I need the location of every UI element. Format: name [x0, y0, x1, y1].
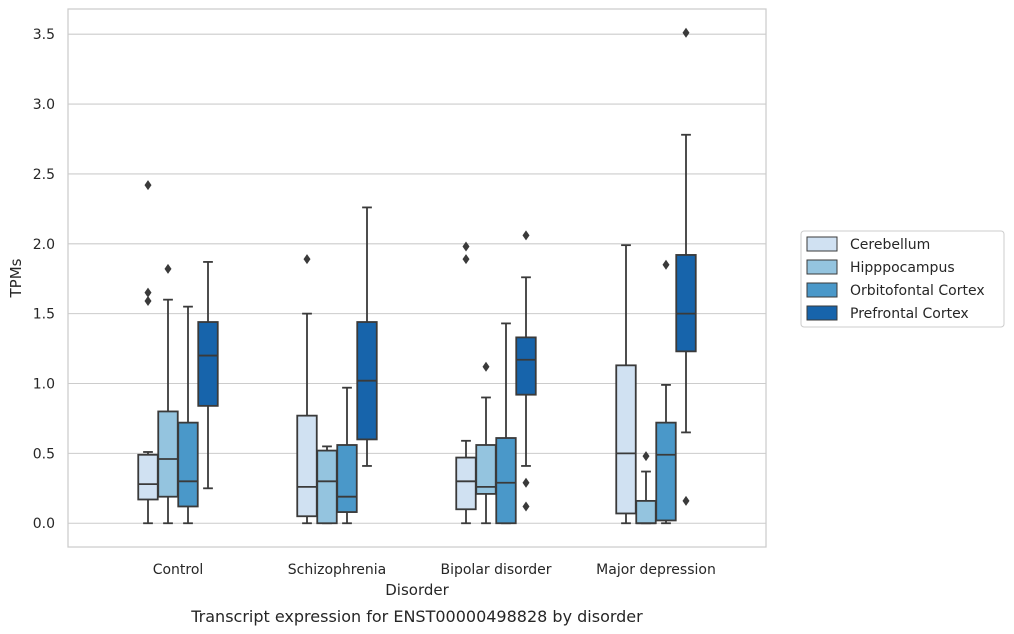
x-tick-label: Schizophrenia	[288, 562, 386, 578]
legend-label: Cerebellum	[850, 237, 930, 253]
box-plot-item	[495, 322, 517, 525]
y-axis-label: TPMs	[7, 258, 25, 298]
box-iqr	[515, 336, 537, 396]
box-plot-item	[615, 244, 637, 525]
outlier-point	[164, 263, 172, 274]
box-plot-item	[336, 386, 358, 525]
y-tick-label: 1.5	[33, 307, 55, 323]
legend-label: Hipppocampus	[850, 260, 955, 276]
outlier-point	[682, 27, 690, 38]
outlier-point	[682, 495, 690, 506]
outlier-point	[522, 501, 530, 512]
legend-swatch	[806, 305, 838, 321]
outlier-point	[144, 296, 152, 307]
box-iqr	[635, 499, 657, 525]
box-plot-item	[655, 259, 677, 525]
y-tick-label: 2.0	[33, 237, 55, 253]
legend-swatch	[806, 282, 838, 298]
outlier-point	[522, 230, 530, 241]
x-tick-label: Major depression	[596, 562, 716, 578]
plot-frame	[67, 8, 767, 548]
box-plot-item	[296, 254, 318, 525]
legend-frame	[800, 230, 1005, 328]
box-iqr	[316, 449, 338, 525]
box-iqr	[455, 456, 477, 511]
box-iqr	[655, 421, 677, 522]
y-tick-label: 1.0	[33, 377, 55, 393]
x-tick-labels: Control Schizophrenia Bipolar disorder Majo…	[153, 562, 716, 578]
box-plot-item	[455, 241, 477, 525]
box-iqr	[495, 437, 517, 525]
box-iqr	[137, 453, 159, 501]
x-tick-label: Bipolar disorder	[440, 562, 551, 578]
outlier-point	[522, 477, 530, 488]
y-tick-label: 3.5	[33, 27, 55, 43]
outlier-point	[662, 259, 670, 270]
x-tick-label: Control	[153, 562, 204, 578]
y-tick-label: 0.0	[33, 516, 55, 532]
chart-caption: Transcript expression for ENST0000049882…	[190, 607, 643, 626]
box-plots	[137, 27, 697, 525]
box-iqr	[336, 444, 358, 513]
x-axis-label: Disorder	[385, 581, 449, 599]
box-plot-item	[635, 451, 657, 525]
legend-label: Prefrontal Cortex	[850, 306, 969, 322]
box-plot-item	[356, 206, 378, 467]
box-iqr	[296, 414, 318, 518]
box-iqr	[197, 321, 219, 407]
legend-swatch	[806, 236, 838, 252]
box-iqr	[675, 254, 697, 353]
outlier-point	[482, 361, 490, 372]
outlier-point	[144, 287, 152, 298]
outlier-point	[303, 254, 311, 265]
outlier-point	[144, 180, 152, 191]
y-tick-label: 2.5	[33, 167, 55, 183]
box-plot-item	[157, 263, 179, 525]
box-plot-item	[197, 261, 219, 490]
legend-swatch	[806, 259, 838, 275]
y-tick-label: 0.5	[33, 446, 55, 462]
y-tick-label: 3.0	[33, 97, 55, 113]
box-iqr	[177, 421, 199, 508]
box-iqr	[157, 410, 179, 498]
box-plot-item	[316, 445, 338, 525]
outlier-point	[642, 451, 650, 462]
legend-label: Orbitofontal Cortex	[850, 283, 985, 299]
box-plot-item	[675, 27, 697, 506]
box-iqr	[615, 364, 637, 515]
y-tick-labels: 0.0 0.5 1.0 1.5 2.0 2.5 3.0 3.5	[33, 27, 55, 532]
outlier-point	[462, 254, 470, 265]
box-plot-item	[475, 361, 497, 525]
box-plot-item	[177, 305, 199, 525]
outlier-point	[462, 241, 470, 252]
box-plot-item	[137, 180, 159, 525]
box-plot-item	[515, 230, 537, 512]
legend: Cerebellum Hipppocampus Orbitofontal Corte…	[800, 230, 1005, 328]
